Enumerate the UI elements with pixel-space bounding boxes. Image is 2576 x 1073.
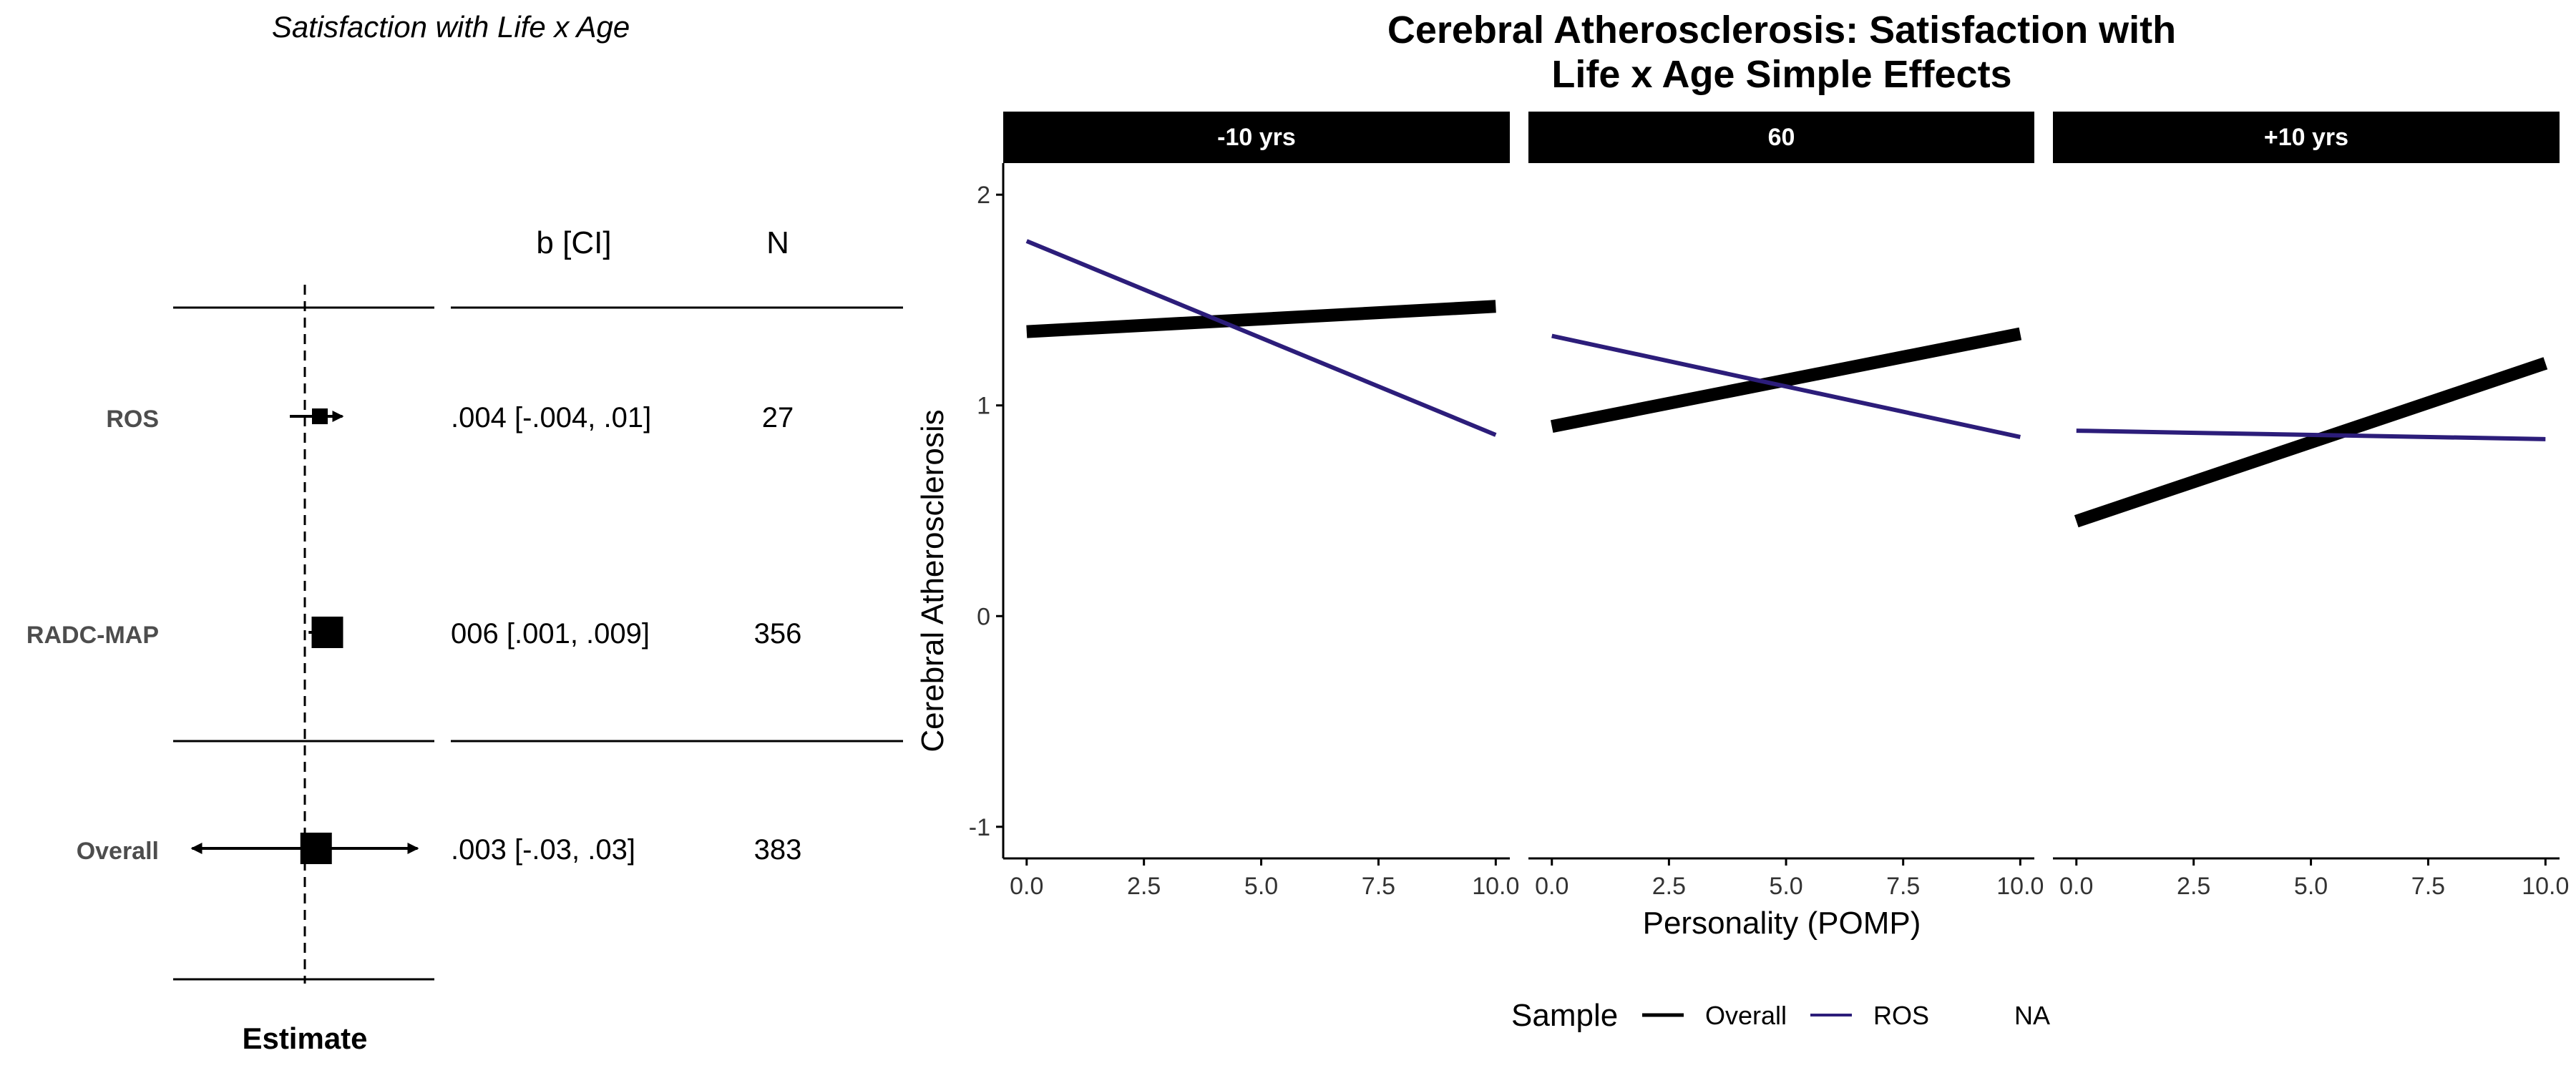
x-tick-label: 0.0 — [1535, 873, 1568, 900]
series-line-ros — [2076, 428, 2546, 441]
x-tick-label: 0.0 — [1010, 873, 1043, 900]
forest-column-header-b-ci: b [CI] — [536, 225, 611, 260]
legend-item-label: Overall — [1705, 1001, 1787, 1030]
facet-panels: -10 yrs 0.0 2.5 5.0 7.5 10.0 60 0.0 2.5 5.0 7.5 10.… — [1003, 112, 2569, 900]
facet-strip — [1528, 112, 2034, 163]
y-tick-label: -1 — [969, 814, 990, 841]
forest-row-n: 356 — [754, 618, 802, 650]
x-tick-label: 2.5 — [1652, 873, 1686, 900]
legend: Sample Overall ROS NA — [1511, 998, 2050, 1033]
x-tick-label: 0.0 — [2059, 873, 2093, 900]
forest-row-overall: Overall .003 [-.03, .03] 383 — [77, 833, 802, 866]
y-tick-label: 2 — [977, 182, 990, 209]
legend-item-label: NA — [2014, 1001, 2050, 1030]
facet-panel-10-yrs: -10 yrs 0.0 2.5 5.0 7.5 10.0 — [1003, 112, 1519, 900]
legend-item-overall: Overall — [1642, 1001, 1787, 1030]
forest-ci-upper-arrow — [407, 843, 419, 854]
forest-title: Satisfaction with Life x Age — [272, 10, 630, 44]
forest-row-n: 27 — [762, 402, 794, 433]
x-tick-label: 5.0 — [1769, 873, 1802, 900]
forest-column-header-n: N — [766, 225, 789, 260]
forest-ci-upper-arrow — [332, 411, 344, 422]
y-axis-title: Cerebral Atherosclerosis — [915, 409, 950, 752]
series-line-overall — [2074, 357, 2548, 528]
facet-panel-10-yrs: +10 yrs 0.0 2.5 5.0 7.5 10.0 — [2053, 112, 2569, 900]
facet-strip — [2053, 112, 2560, 163]
forest-point-estimate — [300, 833, 332, 864]
facet-strip-label: +10 yrs — [2264, 124, 2348, 151]
chart-title-line-1: Cerebral Atherosclerosis: Satisfaction w… — [1387, 9, 2176, 52]
x-tick-label: 2.5 — [2177, 873, 2210, 900]
legend-items: Overall ROS NA — [1642, 1001, 2050, 1030]
y-tick-label: 0 — [977, 603, 990, 630]
forest-ci-lower-arrow — [190, 843, 203, 854]
forest-row-ros: ROS .004 [-.004, .01] 27 — [106, 402, 794, 433]
forest-row-radc-map: RADC-MAP 006 [.001, .009] 356 — [26, 617, 801, 650]
forest-rows: ROS .004 [-.004, .01] 27 RADC-MAP 006 [.001,… — [26, 402, 801, 866]
chart-title-line-2: Life x Age Simple Effects — [1551, 53, 2011, 96]
forest-row-ci-text: .003 [-.03, .03] — [451, 834, 635, 866]
series-line-overall — [1550, 327, 2022, 433]
forest-row-label: ROS — [106, 406, 159, 433]
faceted-line-chart: Cerebral Atherosclerosis: Satisfaction w… — [915, 9, 2569, 1033]
forest-point-estimate — [311, 617, 343, 648]
y-tick-label: 1 — [977, 393, 990, 420]
forest-row-ci-text: .004 [-.004, .01] — [451, 402, 651, 433]
x-axis-title: Personality (POMP) — [1643, 906, 1921, 941]
legend-item-label: ROS — [1873, 1001, 1929, 1030]
legend-title: Sample — [1511, 998, 1618, 1033]
series-line-ros — [1551, 333, 2021, 439]
legend-item-ros: ROS — [1810, 1001, 1929, 1030]
x-tick-label: 2.5 — [1127, 873, 1161, 900]
series-line-ros — [1025, 239, 1497, 437]
facet-strip — [1003, 112, 1510, 163]
facet-strip-label: -10 yrs — [1217, 124, 1296, 151]
x-tick-label: 7.5 — [1362, 873, 1395, 900]
forest-point-estimate — [312, 408, 328, 424]
x-tick-label: 5.0 — [1244, 873, 1278, 900]
x-tick-label: 7.5 — [1886, 873, 1920, 900]
x-tick-label: 10.0 — [1472, 873, 1519, 900]
series-line-overall — [1026, 300, 1496, 338]
x-tick-label: 7.5 — [2411, 873, 2445, 900]
forest-row-ci-text: 006 [.001, .009] — [451, 618, 650, 650]
x-tick-label: 10.0 — [2522, 873, 2569, 900]
x-tick-label: 5.0 — [2294, 873, 2328, 900]
forest-x-axis-label: Estimate — [242, 1021, 367, 1055]
forest-plot: Satisfaction with Life x Age b [CI] N RO… — [26, 10, 903, 1055]
y-axis: -1 0 1 2 — [969, 163, 1005, 858]
facet-panel-60: 60 0.0 2.5 5.0 7.5 10.0 — [1528, 112, 2044, 900]
legend-item-na: NA — [2014, 1001, 2050, 1030]
facet-strip-label: 60 — [1768, 124, 1795, 151]
forest-row-label: RADC-MAP — [26, 622, 159, 649]
forest-row-n: 383 — [754, 834, 802, 866]
forest-row-label: Overall — [77, 838, 159, 865]
x-tick-label: 10.0 — [1996, 873, 2044, 900]
